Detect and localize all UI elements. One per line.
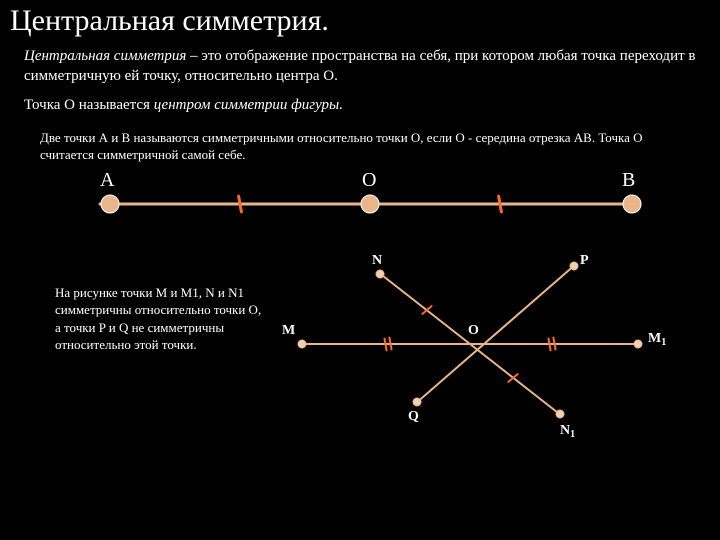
svg-text:В: В bbox=[622, 169, 635, 191]
definition-line2a: Точка О называется bbox=[24, 97, 154, 113]
svg-text:P: P bbox=[580, 253, 589, 268]
svg-text:M1: M1 bbox=[648, 331, 666, 348]
symmetric-points-text: Две точки А и В называются симметричными… bbox=[0, 115, 720, 164]
svg-text:M: M bbox=[282, 323, 295, 338]
svg-text:N: N bbox=[372, 253, 382, 268]
definition-paragraph: Центральная симметрия – это отображение … bbox=[0, 38, 720, 87]
svg-text:O: O bbox=[468, 323, 479, 338]
page-title: Центральная симметрия. bbox=[0, 0, 720, 38]
svg-text:А: А bbox=[100, 169, 115, 191]
svg-text:О: О bbox=[362, 169, 376, 191]
figure-1: АОВ bbox=[0, 164, 720, 234]
definition-line2b: центром симметрии фигуры. bbox=[154, 97, 343, 113]
figure-2-note: На рисунке точки М и М1, N и N1 симметри… bbox=[55, 284, 265, 354]
svg-text:N1: N1 bbox=[560, 423, 575, 440]
figure-2: На рисунке точки М и М1, N и N1 симметри… bbox=[0, 234, 720, 454]
svg-text:Q: Q bbox=[408, 409, 419, 424]
definition-line2: Точка О называется центром симметрии фиг… bbox=[0, 87, 720, 115]
definition-lead: Центральная симметрия bbox=[24, 48, 186, 64]
